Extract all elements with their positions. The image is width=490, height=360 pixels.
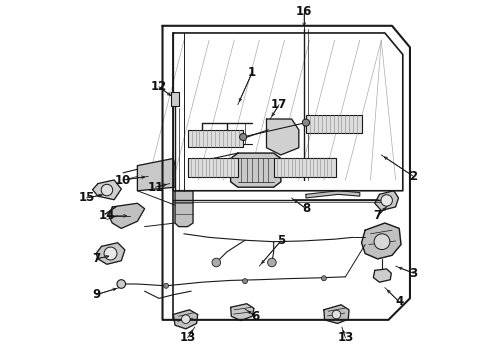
Text: 13: 13 (179, 331, 196, 344)
Polygon shape (93, 180, 122, 200)
Bar (188, 158, 238, 177)
Text: 16: 16 (296, 5, 312, 18)
Text: 2: 2 (410, 170, 417, 183)
Bar (172, 92, 179, 106)
Polygon shape (231, 304, 254, 320)
Polygon shape (96, 243, 125, 264)
Circle shape (268, 258, 276, 267)
Text: 9: 9 (92, 288, 100, 301)
Circle shape (321, 276, 326, 281)
Polygon shape (324, 305, 349, 323)
Polygon shape (375, 191, 398, 211)
Text: 3: 3 (410, 267, 417, 280)
Text: 10: 10 (115, 174, 131, 186)
Circle shape (332, 310, 341, 319)
Polygon shape (306, 191, 360, 198)
Text: 17: 17 (271, 98, 287, 111)
Text: 5: 5 (277, 234, 285, 247)
Text: 6: 6 (252, 310, 260, 323)
Text: 11: 11 (147, 181, 164, 194)
Polygon shape (267, 119, 299, 155)
Circle shape (164, 283, 169, 288)
Circle shape (101, 184, 113, 196)
Circle shape (243, 279, 247, 284)
Polygon shape (175, 191, 193, 226)
Bar (188, 130, 243, 147)
Bar (306, 116, 362, 133)
Text: 4: 4 (395, 296, 403, 309)
Polygon shape (109, 203, 145, 228)
Circle shape (240, 134, 247, 140)
Circle shape (381, 195, 392, 206)
Circle shape (104, 247, 117, 260)
Circle shape (374, 234, 390, 249)
Text: 14: 14 (99, 210, 115, 222)
Polygon shape (137, 158, 175, 191)
Text: 7: 7 (92, 252, 100, 265)
Bar (274, 158, 337, 177)
Polygon shape (173, 310, 197, 329)
Text: 7: 7 (373, 210, 382, 222)
Polygon shape (362, 223, 401, 259)
Circle shape (181, 315, 190, 323)
Circle shape (117, 280, 125, 288)
Text: 8: 8 (302, 202, 310, 215)
Polygon shape (231, 153, 281, 187)
Circle shape (212, 258, 220, 267)
Text: 1: 1 (248, 66, 256, 79)
Text: 13: 13 (337, 331, 354, 344)
Text: 15: 15 (78, 192, 95, 204)
Text: 12: 12 (151, 80, 167, 93)
Circle shape (302, 119, 310, 126)
Polygon shape (373, 269, 392, 282)
